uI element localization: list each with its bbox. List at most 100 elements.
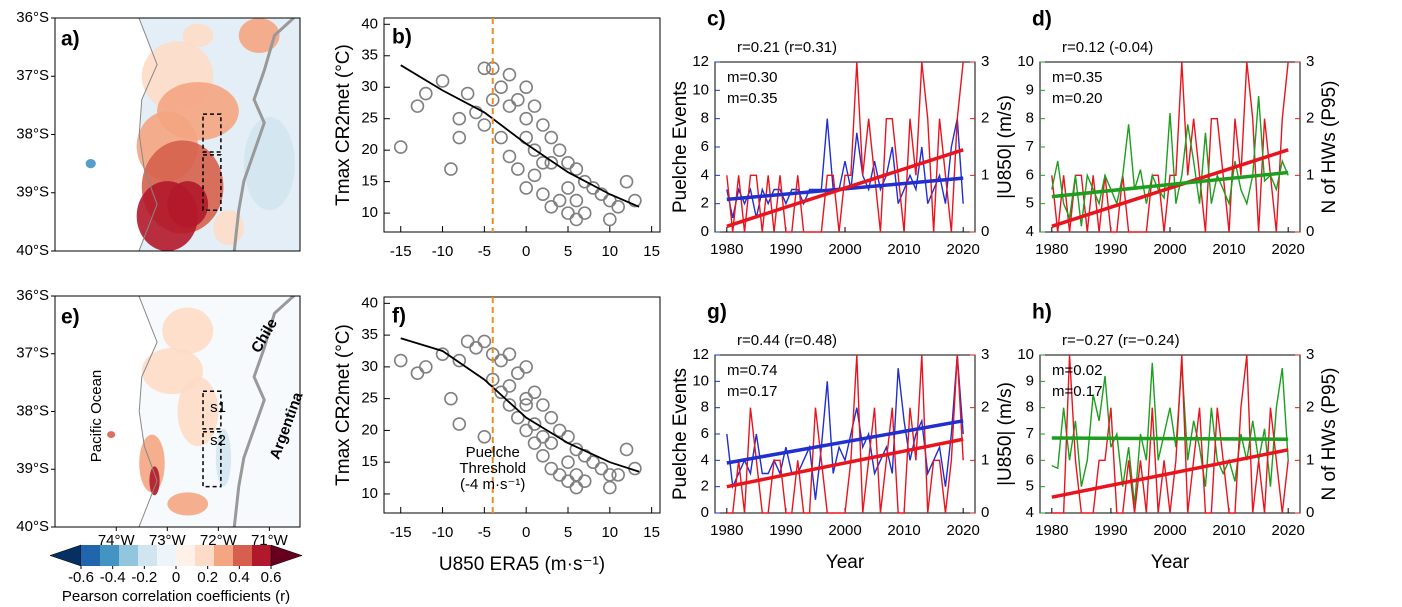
panel-label: g) <box>707 301 727 324</box>
point <box>536 449 550 463</box>
y2-axis-label: N of HWs (P95) <box>1319 80 1340 213</box>
y-tick-label: 9 <box>1026 372 1034 389</box>
y-tick-label: 7 <box>1026 138 1034 155</box>
map-shade <box>167 181 209 228</box>
point <box>519 391 533 406</box>
x-tick-label: -5 <box>478 243 491 260</box>
colorbar-label: Pearson correlation coefficients (r) <box>62 588 290 605</box>
x-tick-label: 2020 <box>946 241 979 258</box>
stat-label: r=−0.27 (r=−0.24) <box>1062 332 1180 349</box>
point <box>452 417 467 431</box>
point <box>561 455 575 469</box>
y-axis-label: Tmax CR2met (°C) <box>333 44 354 206</box>
y-tick-label: 7 <box>1026 425 1034 442</box>
point <box>502 67 517 82</box>
plot-frame <box>383 17 661 233</box>
map-shade <box>215 428 232 487</box>
y2-axis-label: N of HWs (P95) <box>1319 367 1340 500</box>
x-tick-label: 1990 <box>1094 522 1127 539</box>
y-tick-label: 4 <box>701 451 709 468</box>
x-tick-label: 71°W <box>251 532 289 549</box>
plot-frame <box>383 296 661 514</box>
point <box>452 130 467 145</box>
point <box>536 429 550 444</box>
trend-line <box>1051 448 1289 499</box>
y-tick-label: 6 <box>701 425 709 442</box>
y2-tick-label: 1 <box>981 166 989 183</box>
series-line <box>726 354 964 514</box>
colorbar-cell <box>233 545 252 566</box>
y-tick-label: 40 <box>361 15 378 32</box>
y-tick-label: 38°S <box>16 125 49 142</box>
x-tick-label: 15 <box>643 524 660 541</box>
colorbar-tick-label: 0.4 <box>229 569 250 586</box>
x-tick-label: 1990 <box>769 522 802 539</box>
threshold-annotation: Threshold <box>459 460 526 477</box>
panel-label: a) <box>61 28 80 51</box>
y-tick-label: 8 <box>701 110 709 127</box>
point <box>619 174 634 189</box>
y2-tick-label: 3 <box>981 53 989 70</box>
colorbar-tick-label: 0.2 <box>197 569 218 586</box>
y-tick-label: 35 <box>361 47 378 64</box>
y-tick-label: 40°S <box>16 242 49 259</box>
y-tick-label: 5 <box>1026 195 1034 212</box>
point <box>419 360 433 374</box>
point <box>502 99 517 113</box>
point <box>502 379 517 393</box>
point <box>393 353 408 368</box>
point <box>502 149 517 164</box>
y-tick-label: 6 <box>701 138 709 155</box>
y-tick-label: 40°S <box>16 518 49 535</box>
map-shade <box>167 492 209 516</box>
y-axis-label: |U850| (m/s) <box>995 95 1016 199</box>
region-box <box>202 154 222 211</box>
y-tick-label: 0 <box>701 504 709 521</box>
point <box>603 480 617 495</box>
colorbar-cell <box>270 544 303 567</box>
x-tick-label: -15 <box>390 243 412 260</box>
plot-frame <box>714 354 976 514</box>
x-tick-label: 2000 <box>828 241 861 258</box>
y-tick-label: 20 <box>361 141 378 158</box>
y-tick-label: 36°S <box>16 9 49 26</box>
panel-label: b) <box>392 26 412 49</box>
threshold-annotation: (-4 m·s⁻¹) <box>460 476 525 493</box>
y-tick-label: 4 <box>1026 223 1034 240</box>
y-tick-label: 6 <box>1026 451 1034 468</box>
y-axis-label: Puelche Events <box>670 81 691 213</box>
x-tick-label: 0 <box>522 524 530 541</box>
slope-label: m=0.35 <box>727 90 777 107</box>
y-tick-label: 15 <box>361 453 378 470</box>
colorbar-cell <box>214 545 233 566</box>
panel-label: d) <box>1032 8 1052 31</box>
y2-tick-label: 0 <box>981 504 989 521</box>
y-tick-label: 39°S <box>16 184 49 201</box>
point <box>519 80 533 95</box>
x-tick-label: 2010 <box>1212 241 1245 258</box>
y-tick-label: 40 <box>361 294 378 311</box>
point <box>511 162 525 176</box>
colorbar-cell <box>100 545 119 566</box>
x-tick-label: 10 <box>601 243 618 260</box>
map-annotation: s2 <box>210 432 226 449</box>
point <box>494 130 508 145</box>
y2-tick-label: 1 <box>1306 451 1314 468</box>
slope-label: m=0.30 <box>727 69 777 86</box>
y2-tick-label: 1 <box>981 451 989 468</box>
x-tick-label: -10 <box>432 243 454 260</box>
x-tick-label: 0 <box>522 243 530 260</box>
y-tick-label: 37°S <box>16 67 49 84</box>
point <box>544 155 559 170</box>
x-tick-label: 5 <box>564 524 572 541</box>
y-tick-label: 10 <box>1017 53 1034 70</box>
y2-tick-label: 2 <box>1306 399 1314 416</box>
point <box>527 99 542 113</box>
map-shade <box>182 23 214 48</box>
point <box>519 111 533 126</box>
y-tick-label: 12 <box>692 346 709 363</box>
y-tick-label: 25 <box>361 390 378 407</box>
point <box>611 468 625 482</box>
point <box>519 398 533 412</box>
point <box>544 130 559 145</box>
